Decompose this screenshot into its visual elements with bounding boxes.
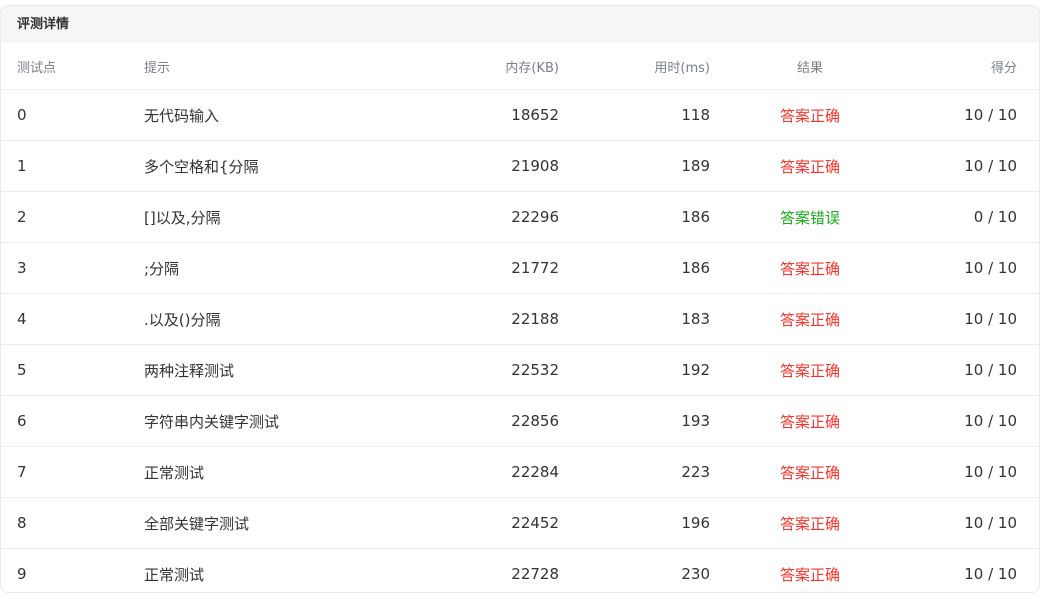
table-row: 0 无代码输入 18652 118 答案正确 10 / 10: [1, 89, 1039, 141]
score: 10 / 10: [910, 395, 1039, 447]
hint: []以及,分隔: [144, 191, 414, 243]
col-time: 用时(ms): [654, 60, 710, 76]
score: 10 / 10: [910, 548, 1039, 592]
memory: 22284: [414, 446, 559, 498]
hint: 正常测试: [144, 446, 414, 498]
result: 答案正确: [710, 446, 910, 498]
result: 答案正确: [710, 140, 910, 192]
result: 答案正确: [710, 395, 910, 447]
hint: ;分隔: [144, 242, 414, 294]
score: 10 / 10: [910, 446, 1039, 498]
memory: 21908: [414, 140, 559, 192]
hint: 正常测试: [144, 548, 414, 592]
col-result: 结果: [796, 60, 823, 76]
score: 10 / 10: [910, 140, 1039, 192]
result: 答案正确: [710, 497, 910, 549]
col-hint: 提示: [144, 60, 171, 76]
testcase-id: 3: [1, 242, 144, 294]
testcase-id: 9: [1, 548, 144, 592]
testcase-id: 2: [1, 191, 144, 243]
memory: 22856: [414, 395, 559, 447]
result: 答案正确: [710, 344, 910, 396]
time: 192: [559, 344, 710, 396]
score: 10 / 10: [910, 242, 1039, 294]
score: 10 / 10: [910, 89, 1039, 141]
memory: 22188: [414, 293, 559, 345]
col-score: 得分: [990, 60, 1017, 76]
testcase-id: 5: [1, 344, 144, 396]
memory: 22296: [414, 191, 559, 243]
hint: .以及()分隔: [144, 293, 414, 345]
table-row: 7 正常测试 22284 223 答案正确 10 / 10: [1, 446, 1039, 498]
time: 186: [559, 242, 710, 294]
col-testcase: 测试点: [17, 60, 57, 76]
testcase-id: 7: [1, 446, 144, 498]
time: 223: [559, 446, 710, 498]
result: 答案正确: [710, 242, 910, 294]
hint: 字符串内关键字测试: [144, 395, 414, 447]
memory: 22532: [414, 344, 559, 396]
result: 答案正确: [710, 293, 910, 345]
hint: 全部关键字测试: [144, 497, 414, 549]
hint: 多个空格和{分隔: [144, 140, 414, 192]
time: 118: [559, 89, 710, 141]
results-table: 测试点 提示 内存(KB) 用时(ms) 结果 得分 0 无代码输入 18652 11…: [1, 43, 1039, 592]
table-row: 2 []以及,分隔 22296 186 答案错误 0 / 10: [1, 191, 1039, 243]
score: 10 / 10: [910, 344, 1039, 396]
time: 193: [559, 395, 710, 447]
testcase-id: 8: [1, 497, 144, 549]
time: 189: [559, 140, 710, 192]
testcase-id: 4: [1, 293, 144, 345]
table-row: 3 ;分隔 21772 186 答案正确 10 / 10: [1, 242, 1039, 294]
testcase-id: 6: [1, 395, 144, 447]
table-header: 测试点 提示 内存(KB) 用时(ms) 结果 得分: [1, 43, 1039, 90]
table-row: 1 多个空格和{分隔 21908 189 答案正确 10 / 10: [1, 140, 1039, 192]
hint: 两种注释测试: [144, 344, 414, 396]
result: 答案正确: [710, 548, 910, 592]
testcase-id: 0: [1, 89, 144, 141]
result: 答案正确: [710, 89, 910, 141]
time: 183: [559, 293, 710, 345]
memory: 22728: [414, 548, 559, 592]
table-row: 8 全部关键字测试 22452 196 答案正确 10 / 10: [1, 497, 1039, 549]
table-row: 5 两种注释测试 22532 192 答案正确 10 / 10: [1, 344, 1039, 396]
table-row: 6 字符串内关键字测试 22856 193 答案正确 10 / 10: [1, 395, 1039, 447]
table-row: 9 正常测试 22728 230 答案正确 10 / 10: [1, 548, 1039, 592]
col-memory: 内存(KB): [505, 60, 559, 76]
memory: 21772: [414, 242, 559, 294]
testcase-id: 1: [1, 140, 144, 192]
score: 0 / 10: [910, 191, 1039, 243]
time: 230: [559, 548, 710, 592]
memory: 22452: [414, 497, 559, 549]
score: 10 / 10: [910, 293, 1039, 345]
memory: 18652: [414, 89, 559, 141]
time: 186: [559, 191, 710, 243]
judge-details-card: 评测详情 测试点 提示 内存(KB) 用时(ms) 结果 得分 0 无代码输入 18…: [0, 5, 1040, 593]
time: 196: [559, 497, 710, 549]
hint: 无代码输入: [144, 89, 414, 141]
card-title: 评测详情: [1, 6, 1039, 43]
table-row: 4 .以及()分隔 22188 183 答案正确 10 / 10: [1, 293, 1039, 345]
result: 答案错误: [710, 191, 910, 243]
score: 10 / 10: [910, 497, 1039, 549]
